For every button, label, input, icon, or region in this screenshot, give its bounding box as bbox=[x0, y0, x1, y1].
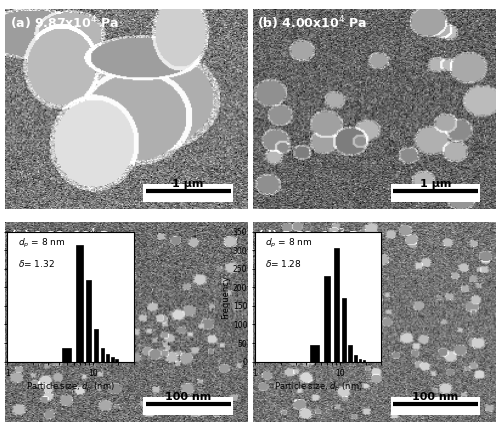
Text: 1 μm: 1 μm bbox=[420, 179, 452, 189]
Text: (c) 1.33x10$^{4}$ Pa: (c) 1.33x10$^{4}$ Pa bbox=[10, 227, 118, 245]
Text: (d) 5.33x10$^{3}$ Pa: (d) 5.33x10$^{3}$ Pa bbox=[258, 227, 368, 245]
FancyBboxPatch shape bbox=[390, 184, 480, 202]
Text: 1 μm: 1 μm bbox=[172, 179, 204, 189]
Text: (a) 9.87x10$^{4}$ Pa: (a) 9.87x10$^{4}$ Pa bbox=[10, 14, 119, 32]
FancyBboxPatch shape bbox=[390, 397, 480, 415]
FancyBboxPatch shape bbox=[143, 397, 233, 415]
Text: (b) 4.00x10$^{4}$ Pa: (b) 4.00x10$^{4}$ Pa bbox=[258, 14, 368, 32]
Text: 100 nm: 100 nm bbox=[165, 392, 211, 402]
Text: 100 nm: 100 nm bbox=[412, 392, 459, 402]
FancyBboxPatch shape bbox=[143, 184, 233, 202]
